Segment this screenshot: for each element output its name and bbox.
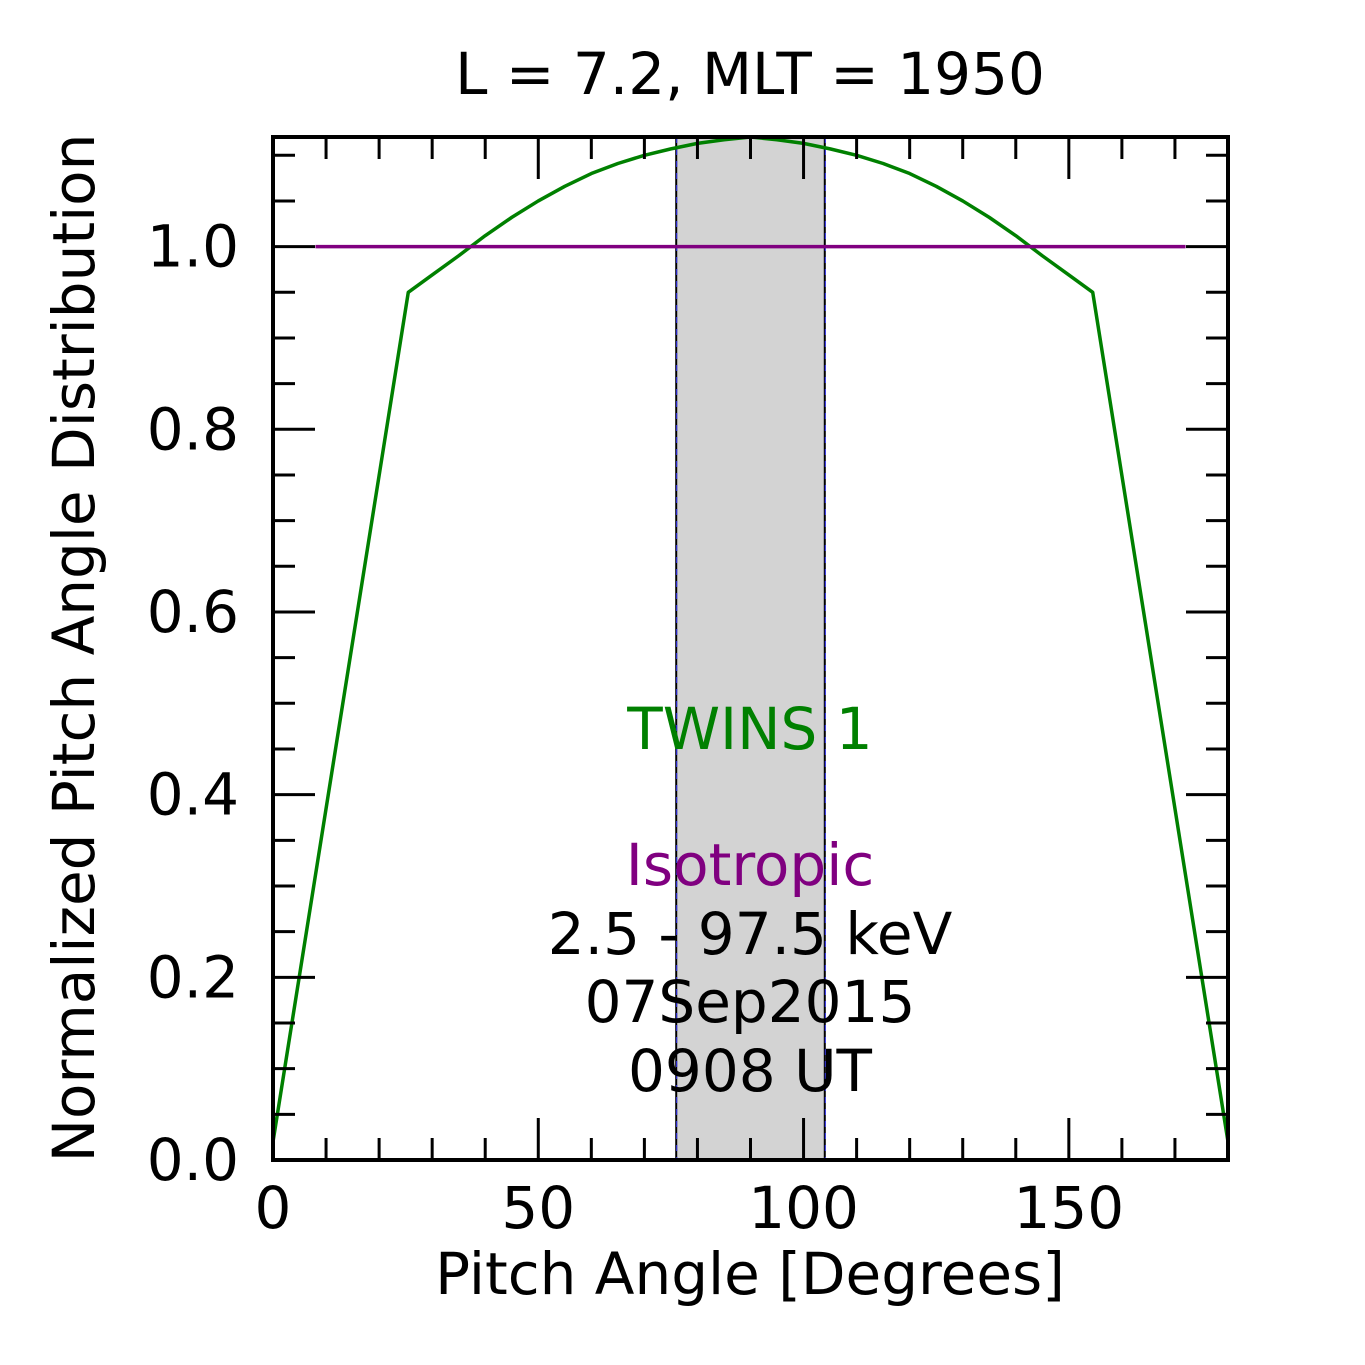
x-tick-label: 100 (748, 1174, 859, 1242)
y-tick-label: 0.6 (147, 578, 239, 646)
axes-frame (271, 135, 1230, 1162)
isotropic-annotation: Isotropic (626, 831, 874, 899)
date-annotation: 07Sep2015 (585, 968, 916, 1036)
x-tick-label: 0 (255, 1174, 292, 1242)
y-tick-label: 0.4 (147, 761, 239, 829)
y-tick-label: 1.0 (147, 213, 239, 281)
time-annotation: 0908 UT (628, 1037, 872, 1105)
y-tick-label: 0.8 (147, 395, 239, 463)
y-axis-label: Normalized Pitch Angle Distribution (40, 134, 108, 1163)
plot-area: 0 50 100 150 0.0 0.2 0.4 0.6 0.8 1.0 (147, 135, 1230, 1242)
x-tick-label: 150 (1013, 1174, 1124, 1242)
chart-title: L = 7.2, MLT = 1950 (455, 40, 1045, 108)
y-tick-label: 0.0 (147, 1126, 239, 1194)
x-tick-label: 50 (501, 1174, 575, 1242)
shaded-region (676, 137, 825, 1160)
y-tick-label: 0.2 (147, 943, 239, 1011)
energy-range-annotation: 2.5 - 97.5 keV (548, 900, 953, 968)
twins-annotation: TWINS 1 (626, 695, 872, 763)
x-axis-label: Pitch Angle [Degrees] (435, 1240, 1065, 1308)
